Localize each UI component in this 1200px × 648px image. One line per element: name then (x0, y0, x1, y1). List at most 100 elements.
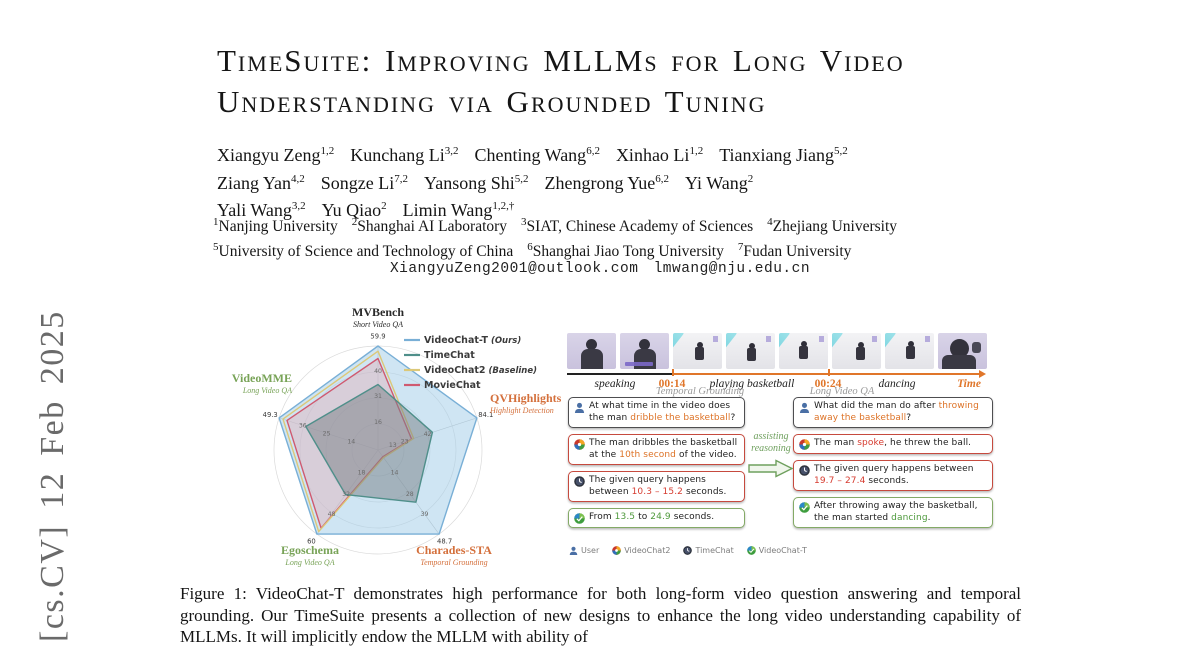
assist-label: assisting reasoning (751, 431, 791, 454)
chat-bubble-text: After throwing away the basketball, the … (814, 501, 987, 524)
person-silhouette (747, 348, 756, 361)
chat-bubble: The given query happens between 19.7 – 2… (793, 460, 993, 491)
videochat2-icon (574, 439, 585, 450)
author: Yu Qiao2 (321, 200, 387, 220)
chat-text-segment: 24.9 (650, 512, 671, 522)
videochat2-icon (612, 546, 622, 555)
poster-shape (925, 336, 930, 342)
assist-arrow-group: assisting reasoning (745, 431, 797, 482)
person-silhouette (801, 341, 807, 347)
chat-text-segment: 10th second (619, 449, 676, 460)
radar-tick-label: 28 (406, 491, 414, 498)
legend-item: VideoChat2 (612, 546, 670, 555)
legend-item-label: User (581, 546, 600, 555)
author: Yansong Shi5,2 (424, 172, 529, 193)
slide-shape (885, 333, 897, 369)
chat-text-segment: 13.5 (614, 512, 636, 522)
author-sup: 3,2 (291, 200, 306, 212)
radar-tick-label: 42 (424, 431, 432, 438)
chat-bubble: The man spoke, he threw the ball. (793, 434, 993, 454)
panel-title: Temporal Grounding (655, 386, 745, 397)
qualitative-diagram: speaking 00:14 playing basketball 00:24 danc… (565, 300, 1000, 578)
chat-text-segment: The man dribbles the basketball at the (589, 438, 738, 460)
affiliation-line: 1Nanjing University 2Shanghai AI Laborato… (213, 212, 911, 237)
slide-shape (832, 333, 844, 369)
chat-text-segment: to (635, 512, 651, 522)
radar-tick-label: 60 (307, 538, 316, 546)
radar-tick-label: 25 (323, 430, 331, 437)
person-silhouette (908, 341, 914, 347)
timeline-label: 00:14 (658, 378, 686, 390)
radar-tick-label: 39 (421, 511, 429, 518)
poster-shape (819, 336, 824, 342)
affiliation: 6Shanghai Jiao Tong University (527, 241, 724, 261)
author: Ziang Yan4,2 (217, 172, 305, 193)
timeline-label: playing basketball (709, 378, 795, 390)
legend-item-label: VideoChat-T (758, 546, 807, 555)
chat-text-segment: dribble the basketball (630, 412, 731, 423)
video-frame (567, 333, 616, 369)
legend-item: TimeChat (683, 546, 734, 555)
diagram-icon-legend: User VideoChat2 TimeChat VideoChat-T (569, 546, 807, 555)
slide-shape (726, 333, 738, 369)
chat-text-segment: dancing (891, 512, 928, 523)
chat-text-segment: From (589, 512, 615, 522)
radar-axis-sublabel: Long Video QA (284, 558, 334, 567)
chat-text-segment: ? (730, 412, 736, 423)
affiliation: 2Shanghai AI Laboratory (351, 216, 508, 236)
radar-tick-label: 13 (389, 442, 397, 449)
subtitle-overlay (625, 362, 653, 366)
radar-axis-sublabel: Long Video QA (242, 386, 292, 395)
timeline-label: dancing (878, 378, 916, 390)
video-frame (673, 333, 722, 369)
author-sup: 1,2,† (492, 200, 515, 212)
radar-series-TimeChat (305, 383, 434, 503)
author: Zhengrong Yue6,2 (544, 172, 670, 193)
chat-bubble: After throwing away the basketball, the … (793, 497, 993, 528)
author-sup: 6,2 (586, 145, 600, 157)
poster-shape (872, 336, 877, 342)
chat-bubble: At what time in the video does the man d… (568, 397, 745, 428)
video-frame (938, 333, 987, 369)
person-silhouette (697, 342, 703, 348)
author-line: Xiangyu Zeng1,2 Kunchang Li3,2 Chenting Wa… (217, 140, 864, 168)
author-sup: 4,2 (291, 172, 305, 185)
slide-shape (673, 333, 685, 369)
affiliation-line: 5University of Science and Technology of… (213, 237, 911, 262)
author-emails: XiangyuZeng2001@outlook.com lmwang@nju.e… (389, 261, 811, 277)
timechat-icon (574, 476, 585, 487)
radar-axis-sublabel: Short Video QA (353, 320, 403, 329)
author-sup: 5,2 (834, 145, 848, 157)
chat-text-segment: The given query happens between (814, 464, 974, 474)
timeline-label: 00:24 (814, 378, 842, 390)
videochat2-icon (799, 439, 810, 450)
radar-figure: 59.9 40 31 16 84.1 42 23 13 48.7 39 28 14 60 48 32 18 49… (228, 300, 568, 575)
chat-bubble-text: At what time in the video does the man d… (589, 401, 739, 424)
radar-tick-label: 48.7 (437, 538, 452, 546)
timeline-tick (828, 369, 830, 376)
person-silhouette (586, 339, 597, 350)
author: Xiangyu Zeng1,2 (217, 145, 335, 165)
video-frame (726, 333, 775, 369)
person-silhouette (639, 339, 650, 350)
radar-axis-sublabel: Temporal Grounding (420, 558, 487, 567)
chat-text-segment: seconds. (670, 512, 715, 522)
chat-text-segment: The man (814, 438, 858, 448)
affiliation: 7Fudan University (737, 241, 852, 261)
chat-bubble-text: The given query happens between 19.7 – 2… (814, 464, 987, 487)
affiliation-sup: 4 (767, 216, 773, 228)
chat-bubble: What did the man do after throwing away … (793, 397, 993, 428)
user-icon (799, 402, 810, 413)
author-sup: 3,2 (444, 145, 459, 157)
person-silhouette (942, 355, 976, 369)
assist-arrow-icon (748, 459, 794, 478)
person-silhouette (580, 349, 603, 369)
radar-tick-label: 32 (342, 491, 350, 498)
video-frame (832, 333, 881, 369)
author-sup: 1,2 (320, 145, 335, 157)
radar-legend-label: MovieChat (424, 380, 481, 391)
video-frame (620, 333, 669, 369)
chat-text-segment: . (927, 512, 931, 523)
radar-tick-label: 18 (358, 470, 366, 477)
